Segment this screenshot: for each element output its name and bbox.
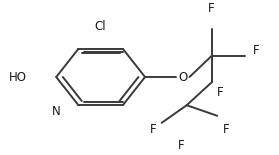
Text: F: F	[223, 123, 229, 136]
Text: N: N	[52, 105, 61, 118]
Text: HO: HO	[9, 71, 27, 84]
Text: F: F	[178, 139, 184, 152]
Text: F: F	[217, 86, 224, 99]
Text: O: O	[178, 71, 187, 84]
Text: F: F	[253, 44, 260, 57]
Text: Cl: Cl	[95, 20, 107, 33]
Text: F: F	[150, 123, 156, 136]
Text: F: F	[208, 2, 215, 15]
